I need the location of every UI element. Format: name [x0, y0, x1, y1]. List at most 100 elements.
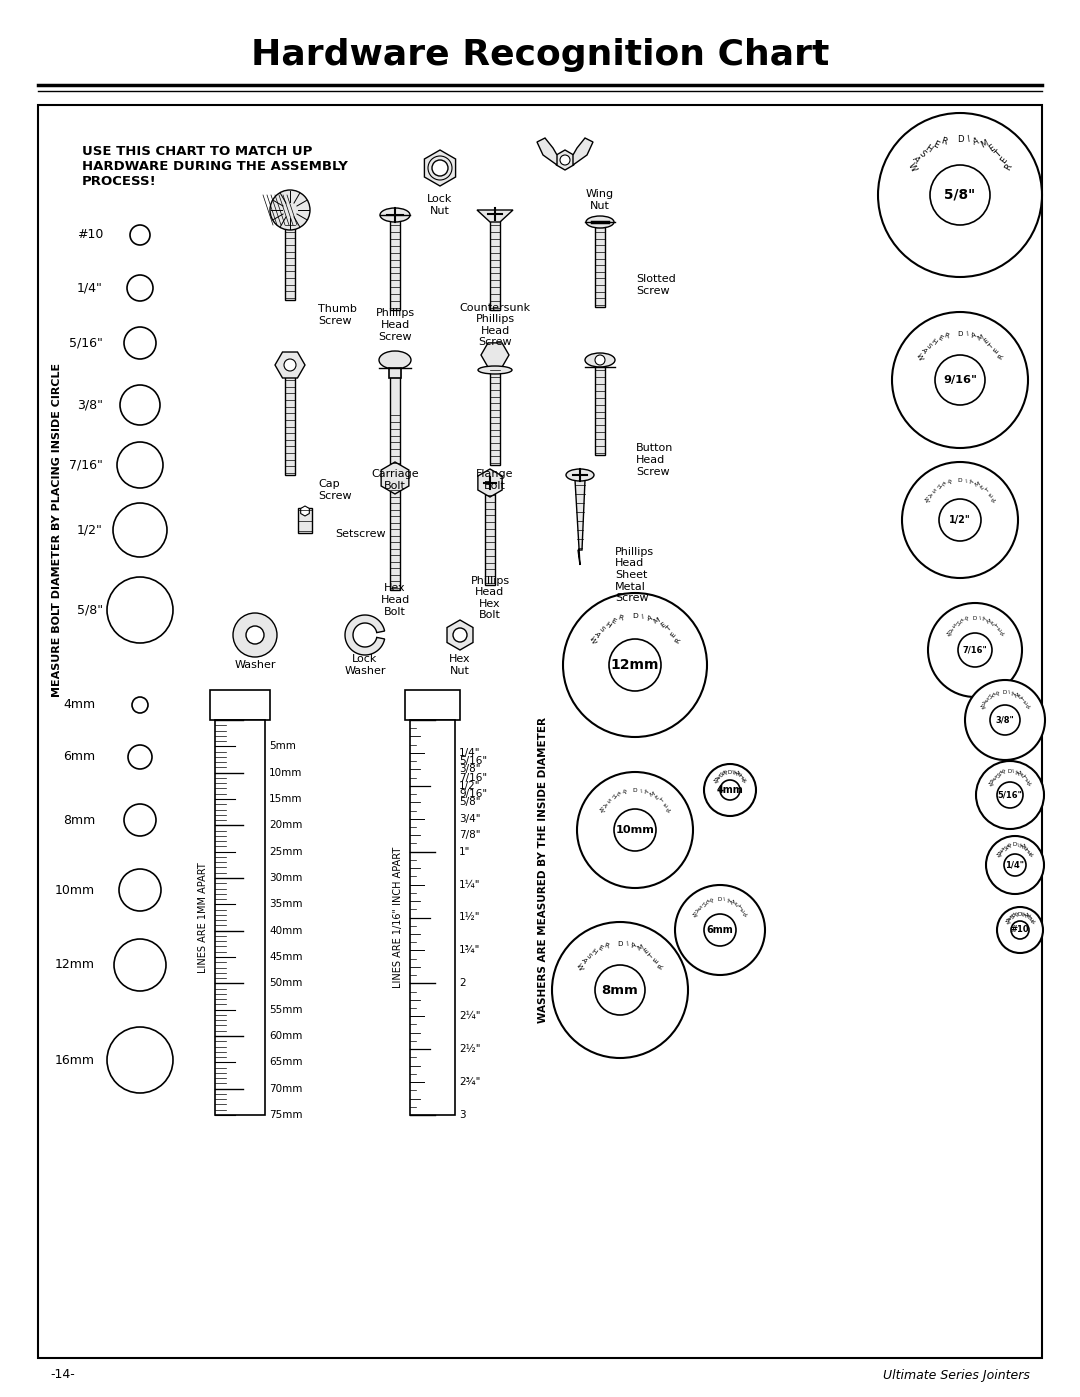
Text: E: E [1024, 845, 1029, 852]
Text: E: E [1003, 844, 1009, 849]
Circle shape [976, 761, 1044, 828]
Text: 9/16": 9/16" [459, 789, 487, 799]
Text: W: W [905, 161, 918, 173]
Text: Phillips
Head
Screw: Phillips Head Screw [376, 309, 415, 342]
Text: 1": 1" [459, 847, 471, 856]
Circle shape [902, 462, 1018, 578]
Text: E: E [741, 908, 747, 914]
Text: 1/2": 1/2" [459, 781, 481, 791]
Text: R: R [617, 615, 624, 622]
Text: S: S [715, 774, 720, 780]
Text: 55mm: 55mm [269, 1004, 302, 1014]
Text: A: A [971, 332, 977, 339]
Text: D: D [957, 331, 962, 337]
Text: T: T [1021, 697, 1027, 703]
Text: E: E [987, 144, 997, 154]
Text: 50mm: 50mm [269, 978, 302, 988]
Polygon shape [390, 365, 400, 465]
Circle shape [114, 939, 166, 990]
Text: R: R [1003, 162, 1014, 172]
Text: D: D [1003, 690, 1008, 694]
Text: 6mm: 6mm [63, 750, 95, 764]
Text: W: W [597, 806, 605, 814]
Text: 3: 3 [459, 1111, 465, 1120]
Ellipse shape [380, 208, 410, 222]
Bar [405, 690, 460, 719]
Text: M: M [652, 616, 661, 624]
Text: 1/4": 1/4" [77, 282, 103, 295]
Text: T: T [994, 623, 1000, 630]
Text: 5/8": 5/8" [77, 604, 103, 616]
Text: I: I [1016, 842, 1020, 848]
Text: 3/8": 3/8" [996, 715, 1014, 725]
Text: M: M [636, 944, 645, 953]
Text: H: H [923, 144, 933, 154]
Text: 3/8": 3/8" [459, 764, 481, 774]
Text: E: E [610, 617, 617, 624]
Text: E: E [652, 957, 660, 965]
Circle shape [615, 809, 656, 851]
Bar [215, 719, 265, 1115]
Text: R: R [995, 690, 999, 697]
Bar [410, 719, 455, 1115]
Text: 7/16": 7/16" [459, 773, 487, 782]
Text: S: S [917, 149, 927, 159]
Text: 45mm: 45mm [269, 951, 302, 963]
Text: A: A [1014, 770, 1020, 775]
Text: E: E [983, 338, 989, 345]
Text: R: R [1026, 703, 1031, 710]
Text: T: T [988, 342, 996, 349]
Text: M: M [1014, 692, 1021, 698]
Ellipse shape [586, 217, 615, 228]
Text: E: E [990, 693, 996, 698]
Text: E: E [931, 140, 940, 149]
Circle shape [561, 155, 570, 165]
Text: M: M [974, 481, 981, 488]
Text: Countersunk
Phillips
Head
Screw: Countersunk Phillips Head Screw [459, 303, 530, 348]
Text: D: D [1017, 911, 1022, 916]
Text: E: E [719, 771, 725, 777]
Text: E: E [1024, 700, 1029, 705]
Circle shape [966, 680, 1045, 760]
Text: A: A [631, 942, 637, 949]
Text: I: I [1022, 912, 1024, 916]
Text: I: I [966, 331, 969, 337]
Text: W: W [1002, 918, 1010, 926]
Text: T: T [740, 774, 745, 780]
Text: 6mm: 6mm [706, 925, 733, 935]
Text: W: W [690, 911, 697, 918]
Polygon shape [298, 509, 312, 534]
Text: T: T [994, 149, 1003, 159]
Text: Slotted
Screw: Slotted Screw [636, 274, 676, 296]
Text: I: I [639, 788, 643, 793]
Text: E: E [663, 802, 669, 809]
Text: R: R [1027, 781, 1034, 787]
Text: R: R [657, 963, 664, 971]
Polygon shape [573, 138, 593, 165]
Circle shape [609, 638, 661, 692]
Text: 7/16": 7/16" [69, 458, 103, 472]
Text: 5/16": 5/16" [459, 756, 487, 766]
Text: A: A [727, 898, 731, 904]
Circle shape [246, 626, 264, 644]
Polygon shape [300, 506, 309, 515]
Polygon shape [490, 219, 500, 310]
Text: 8mm: 8mm [63, 813, 95, 827]
Circle shape [107, 1027, 173, 1092]
Text: R: R [1030, 919, 1037, 925]
Text: M: M [980, 138, 989, 151]
Polygon shape [477, 469, 502, 497]
Text: S: S [697, 905, 702, 911]
Circle shape [124, 327, 156, 359]
Bar [210, 690, 270, 719]
Text: I: I [964, 478, 967, 483]
Text: A: A [920, 348, 928, 355]
Circle shape [704, 764, 756, 816]
Circle shape [675, 886, 765, 975]
Text: E: E [670, 630, 677, 638]
Text: A: A [910, 155, 921, 165]
Text: A: A [1011, 690, 1015, 697]
Text: S: S [924, 342, 932, 349]
Circle shape [127, 275, 153, 300]
Text: Thumb
Screw: Thumb Screw [318, 305, 356, 326]
